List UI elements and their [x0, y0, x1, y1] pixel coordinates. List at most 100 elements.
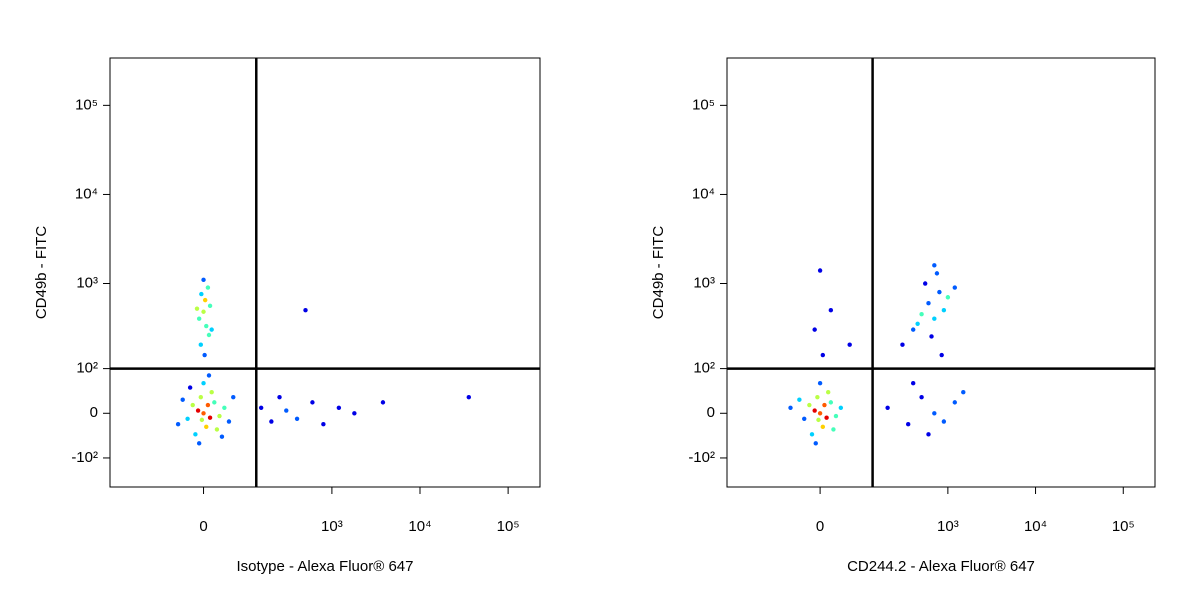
event-dot: [945, 295, 951, 300]
event-dot: [802, 416, 807, 421]
event-dot: [201, 411, 206, 416]
y-tick-label: 10²: [693, 360, 715, 377]
event-dot: [926, 300, 931, 306]
event-dot: [321, 421, 326, 427]
y-tick-label: 10²: [76, 360, 98, 377]
event-dot: [199, 291, 204, 297]
event-dot: [194, 306, 200, 311]
event-dot: [269, 419, 274, 424]
event-dot: [915, 321, 920, 326]
event-dot: [258, 405, 264, 410]
event-dot: [206, 373, 212, 378]
event-dot: [198, 394, 204, 400]
event-dot: [202, 352, 207, 358]
event-dot: [838, 405, 844, 410]
event-dot: [952, 400, 957, 405]
event-dot: [937, 289, 942, 295]
event-dot: [929, 334, 934, 339]
y-tick-label: 10³: [76, 274, 98, 291]
event-dot: [939, 352, 944, 358]
event-dot: [812, 408, 817, 413]
y-tick-label: 10³: [693, 274, 715, 291]
y-tick-label: -10²: [71, 449, 98, 466]
event-dot: [201, 309, 206, 314]
event-dot: [284, 408, 289, 413]
y-tick-label: -10²: [688, 449, 715, 466]
event-dot: [187, 385, 193, 390]
y-tick-label: 10⁵: [692, 96, 715, 113]
event-dot: [816, 417, 821, 423]
event-dot: [809, 432, 815, 437]
event-dot: [205, 285, 211, 290]
event-dot: [815, 394, 820, 400]
event-dot: [303, 307, 308, 313]
event-dot: [380, 400, 386, 405]
event-dot: [934, 271, 940, 276]
event-dot: [831, 427, 836, 432]
event-dot: [905, 421, 911, 427]
event-dot: [195, 408, 201, 413]
event-dot: [952, 285, 957, 290]
event-dot: [212, 400, 217, 405]
event-dot: [352, 411, 357, 416]
event-dot: [919, 394, 924, 400]
event-dot: [807, 402, 812, 408]
event-dot: [797, 397, 802, 402]
y-axis-label: CD49b - FITC: [33, 226, 50, 320]
event-dot: [828, 307, 834, 313]
event-dot: [466, 394, 472, 400]
event-dot: [817, 268, 823, 273]
event-dot: [196, 441, 202, 446]
x-axis-label: CD244.2 - Alexa Fluor® 647: [847, 558, 1035, 575]
event-dot: [847, 342, 852, 347]
event-dot: [209, 327, 214, 332]
event-dot: [217, 413, 222, 419]
x-tick-label: 10⁵: [1112, 518, 1135, 535]
event-dot: [219, 434, 225, 439]
plot-frame: [726, 57, 1156, 488]
event-dot: [209, 390, 214, 395]
event-dot: [204, 323, 209, 329]
event-dot: [910, 327, 916, 332]
event-dot: [812, 327, 817, 332]
event-dot: [202, 297, 208, 303]
y-axis-label: CD49b - FITC: [650, 226, 667, 320]
event-dot: [207, 303, 213, 309]
event-dot: [222, 405, 227, 410]
event-dot: [885, 405, 890, 410]
event-dot: [932, 263, 937, 268]
event-dot: [294, 416, 300, 421]
event-dot: [820, 352, 826, 358]
x-tick-label: 10³: [321, 518, 343, 535]
x-tick-label: 0: [816, 518, 824, 535]
event-dot: [226, 419, 232, 424]
x-tick-label: 0: [199, 518, 207, 535]
event-dot: [196, 316, 202, 321]
event-dot: [201, 381, 206, 386]
x-tick-label: 10⁴: [408, 518, 431, 535]
event-dot: [201, 277, 206, 283]
event-dot: [207, 415, 213, 420]
event-dot: [941, 307, 947, 313]
event-dot: [817, 411, 823, 416]
y-tick-label: 0: [90, 404, 98, 421]
event-dot: [941, 419, 947, 424]
event-dot: [310, 400, 315, 405]
event-dot: [193, 432, 198, 437]
event-dot: [336, 405, 342, 410]
event-dot: [198, 342, 204, 347]
event-dot: [826, 390, 831, 395]
x-tick-label: 10⁴: [1024, 518, 1047, 535]
event-dot: [922, 281, 928, 286]
y-tick-label: 10⁵: [75, 96, 98, 113]
x-tick-label: 10⁵: [497, 518, 520, 535]
event-dot: [833, 413, 839, 419]
event-dot: [820, 424, 826, 430]
x-axis-label: Isotype - Alexa Fluor® 647: [237, 558, 414, 575]
event-dot: [204, 424, 209, 430]
x-tick-label: 10³: [937, 518, 959, 535]
event-dot: [926, 432, 931, 437]
plot-frame: [109, 57, 541, 488]
